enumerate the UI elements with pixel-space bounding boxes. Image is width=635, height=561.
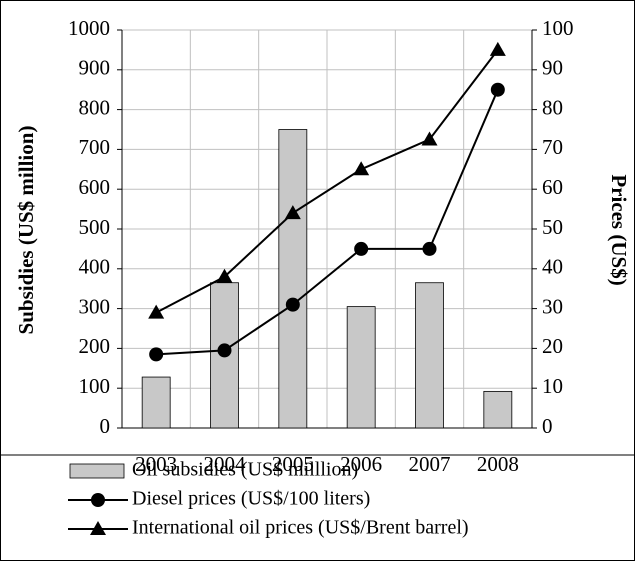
y2-tick-label: 50 bbox=[542, 215, 563, 239]
y2-tick-label: 0 bbox=[542, 414, 553, 438]
bar bbox=[141, 376, 171, 429]
point bbox=[353, 161, 370, 176]
y-tick-label: 200 bbox=[79, 334, 111, 358]
point bbox=[422, 241, 437, 256]
y-tick-label: 300 bbox=[79, 294, 111, 318]
bar bbox=[415, 282, 444, 429]
y-tick-label: 700 bbox=[79, 135, 111, 159]
y2-axis-title: Prices (US$) bbox=[607, 174, 631, 285]
legend-label: Diesel prices (US$/100 liters) bbox=[132, 488, 370, 510]
y-tick-label: 100 bbox=[79, 374, 111, 398]
x-tick-label: 2004 bbox=[204, 452, 247, 476]
x-tick-label: 2005 bbox=[272, 452, 314, 476]
point bbox=[489, 41, 506, 56]
x-tick-label: 2003 bbox=[135, 452, 177, 476]
y2-tick-label: 90 bbox=[542, 56, 563, 80]
point bbox=[421, 131, 438, 146]
y-tick-label: 900 bbox=[79, 56, 111, 80]
line bbox=[156, 89, 499, 356]
legend: Oil subsidies (US$ milllion) Diesel price… bbox=[68, 459, 469, 539]
y-tick-label: 1000 bbox=[68, 16, 110, 40]
y-tick-label: 500 bbox=[79, 215, 111, 239]
legend-marker bbox=[91, 493, 105, 507]
y2-tick-label: 30 bbox=[542, 294, 563, 318]
y2-tick-label: 60 bbox=[542, 175, 563, 199]
y2-tick-label: 40 bbox=[542, 255, 563, 279]
legend-marker bbox=[90, 521, 106, 535]
y-tick-label: 600 bbox=[79, 175, 111, 199]
y-tick-label: 0 bbox=[100, 414, 111, 438]
point bbox=[284, 205, 301, 220]
line bbox=[155, 49, 499, 314]
bar bbox=[278, 129, 308, 429]
y2-tick-label: 80 bbox=[542, 95, 563, 119]
y2-tick-label: 70 bbox=[542, 135, 563, 159]
bar bbox=[483, 390, 513, 429]
y2-tick-label: 10 bbox=[542, 374, 563, 398]
y2-tick-label: 20 bbox=[542, 334, 563, 358]
x-tick-label: 2006 bbox=[340, 452, 382, 476]
legend-label: Oil subsidies (US$ milllion) bbox=[132, 459, 358, 481]
point bbox=[490, 82, 505, 97]
point bbox=[354, 241, 369, 256]
y-tick-label: 800 bbox=[79, 95, 111, 119]
y2-tick-label: 100 bbox=[542, 16, 574, 40]
legend-label: International oil prices (US$/Brent barr… bbox=[132, 517, 469, 539]
point bbox=[285, 297, 300, 312]
bar bbox=[346, 306, 376, 429]
y-axis-title: Subsidies (US$ million) bbox=[14, 126, 38, 335]
point bbox=[149, 347, 164, 362]
y-tick-label: 400 bbox=[79, 255, 111, 279]
x-tick-label: 2008 bbox=[477, 452, 519, 476]
point bbox=[148, 304, 165, 319]
point bbox=[217, 343, 232, 358]
x-tick-label: 2007 bbox=[409, 452, 451, 476]
point bbox=[216, 268, 233, 283]
legend-swatch bbox=[69, 463, 125, 479]
